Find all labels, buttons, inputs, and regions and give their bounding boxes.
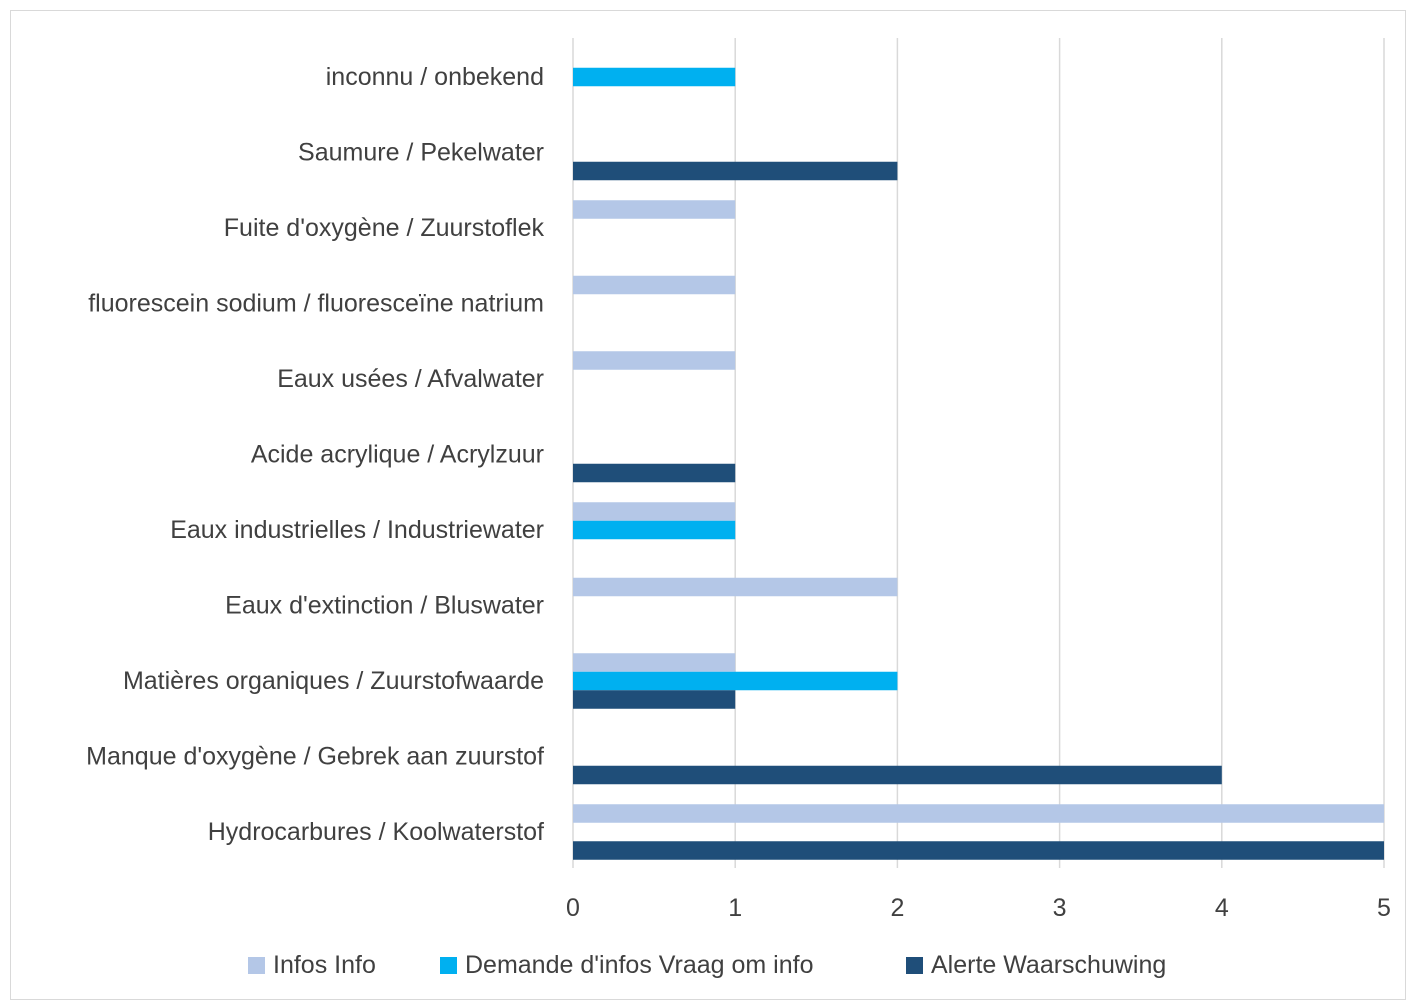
category-label: Matières organiques / Zuurstofwaarde xyxy=(123,667,544,695)
bar xyxy=(573,351,736,370)
category-label: Saumure / Pekelwater xyxy=(298,139,544,167)
category-label: Hydrocarbures / Koolwaterstof xyxy=(208,818,544,846)
category-label: Eaux d'extinction / Bluswater xyxy=(225,592,544,620)
bar xyxy=(573,200,736,219)
x-axis-ticks: 0 1 2 3 4 5 xyxy=(566,894,1391,922)
category-label: fluorescein sodium / fluoresceïne natriu… xyxy=(88,290,544,318)
x-tick-label: 1 xyxy=(728,894,742,922)
bar xyxy=(573,67,736,87)
bar xyxy=(573,463,736,483)
x-tick-label: 5 xyxy=(1377,894,1391,922)
category-label: Acide acrylique / Acrylzuur xyxy=(251,441,544,469)
legend-label: Infos Info xyxy=(273,951,376,979)
bar xyxy=(573,765,1222,785)
x-tick-label: 4 xyxy=(1215,894,1229,922)
bar xyxy=(573,161,898,181)
bar xyxy=(573,653,736,672)
x-tick-label: 2 xyxy=(890,894,904,922)
bar xyxy=(573,275,736,295)
category-labels: inconnu / onbekend Saumure / Pekelwater Fu… xyxy=(86,63,544,846)
category-label: Eaux industrielles / Industriewater xyxy=(170,516,544,544)
legend: Infos Info Demande d'infos Vraag om info A… xyxy=(248,951,1166,979)
x-tick-label: 0 xyxy=(566,894,580,922)
bar xyxy=(573,671,898,691)
x-tick-label: 3 xyxy=(1053,894,1067,922)
legend-label: Alerte Waarschuwing xyxy=(931,951,1166,979)
bar xyxy=(573,804,1384,823)
category-label: Eaux usées / Afvalwater xyxy=(277,365,544,393)
bar xyxy=(573,577,898,597)
bar xyxy=(573,690,736,709)
legend-label: Demande d'infos Vraag om info xyxy=(465,951,814,979)
legend-swatch xyxy=(248,957,265,974)
legend-swatch xyxy=(906,957,923,974)
legend-swatch xyxy=(440,957,457,974)
bar xyxy=(573,841,1384,860)
category-label: Manque d'oxygène / Gebrek aan zuurstof xyxy=(86,743,544,771)
bar xyxy=(573,502,736,521)
category-label: Fuite d'oxygène / Zuurstoflek xyxy=(224,214,545,242)
bars xyxy=(573,67,1384,860)
bar xyxy=(573,520,736,540)
category-label: inconnu / onbekend xyxy=(326,63,544,91)
